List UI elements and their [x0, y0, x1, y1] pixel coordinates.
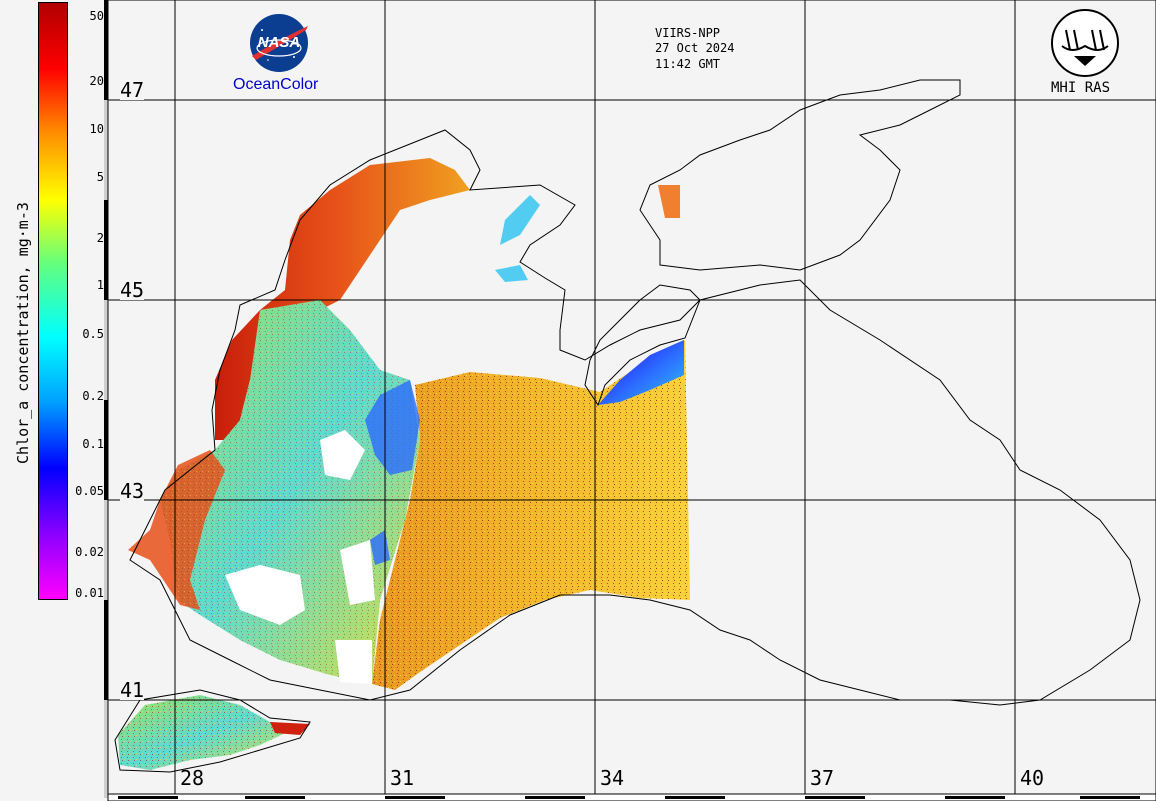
colorbar-tick: 0.05 — [75, 484, 104, 498]
latitude-label: 43 — [120, 479, 145, 503]
graticule — [108, 0, 1156, 798]
longitude-label: 34 — [600, 766, 625, 790]
cloud-gap — [225, 565, 305, 625]
data-region-azov — [658, 185, 680, 218]
data-region-blue-west — [365, 380, 420, 475]
colorbar-tick: 1 — [96, 278, 104, 292]
time-label: 11:42 GMT — [655, 57, 721, 71]
colorbar-tick: 0.02 — [75, 545, 104, 559]
data-region-blue — [598, 340, 684, 405]
mhi-logo — [1048, 8, 1122, 78]
longitude-label: 31 — [390, 766, 415, 790]
colorbar-tick: 0.2 — [82, 389, 104, 403]
colorbar-tick: 0.5 — [82, 327, 104, 341]
mhi-text: MHI RAS — [1051, 80, 1111, 96]
sensor-label: VIIRS-NPP — [655, 26, 721, 40]
nasa-text: NASA — [257, 34, 301, 51]
colorbar-gradient — [39, 3, 67, 599]
colorbar-tick: 20 — [89, 74, 104, 88]
colorbar-ticks: 50 20 10 5 2 1 0.5 0.2 0.1 0.05 0.02 0.0… — [64, 0, 104, 600]
colorbar — [38, 2, 68, 600]
latitude-label: 47 — [120, 78, 145, 102]
colorbar-tick: 5 — [96, 170, 104, 184]
colorbar-tick: 2 — [96, 231, 104, 245]
latitude-label: 45 — [120, 278, 145, 302]
data-region-shelf — [215, 158, 470, 440]
colorbar-tick: 50 — [89, 9, 104, 23]
latitude-label: 41 — [120, 678, 145, 702]
coastline — [114, 79, 1141, 773]
cloud-gap — [335, 640, 372, 684]
cloud-gap — [320, 430, 365, 480]
cloud-gap — [340, 540, 375, 605]
longitude-label: 28 — [180, 766, 205, 790]
mhi-emblem-icon — [1051, 9, 1119, 77]
colorbar-tick: 0.1 — [82, 437, 104, 451]
nasa-meatball-icon — [250, 14, 308, 72]
nasa-logo: NASA — [248, 12, 310, 74]
chlorophyll-coverage — [118, 158, 690, 770]
colorbar-tick: 10 — [89, 122, 104, 136]
date-label: 27 Oct 2024 — [655, 41, 735, 55]
longitude-label: 37 — [810, 766, 835, 790]
colorbar-tick: 0.01 — [75, 586, 104, 600]
oceancolor-text: OceanColor — [233, 76, 319, 93]
bottom-scale — [107, 793, 1156, 801]
longitude-label: 40 — [1020, 766, 1045, 790]
left-scale — [104, 0, 108, 700]
